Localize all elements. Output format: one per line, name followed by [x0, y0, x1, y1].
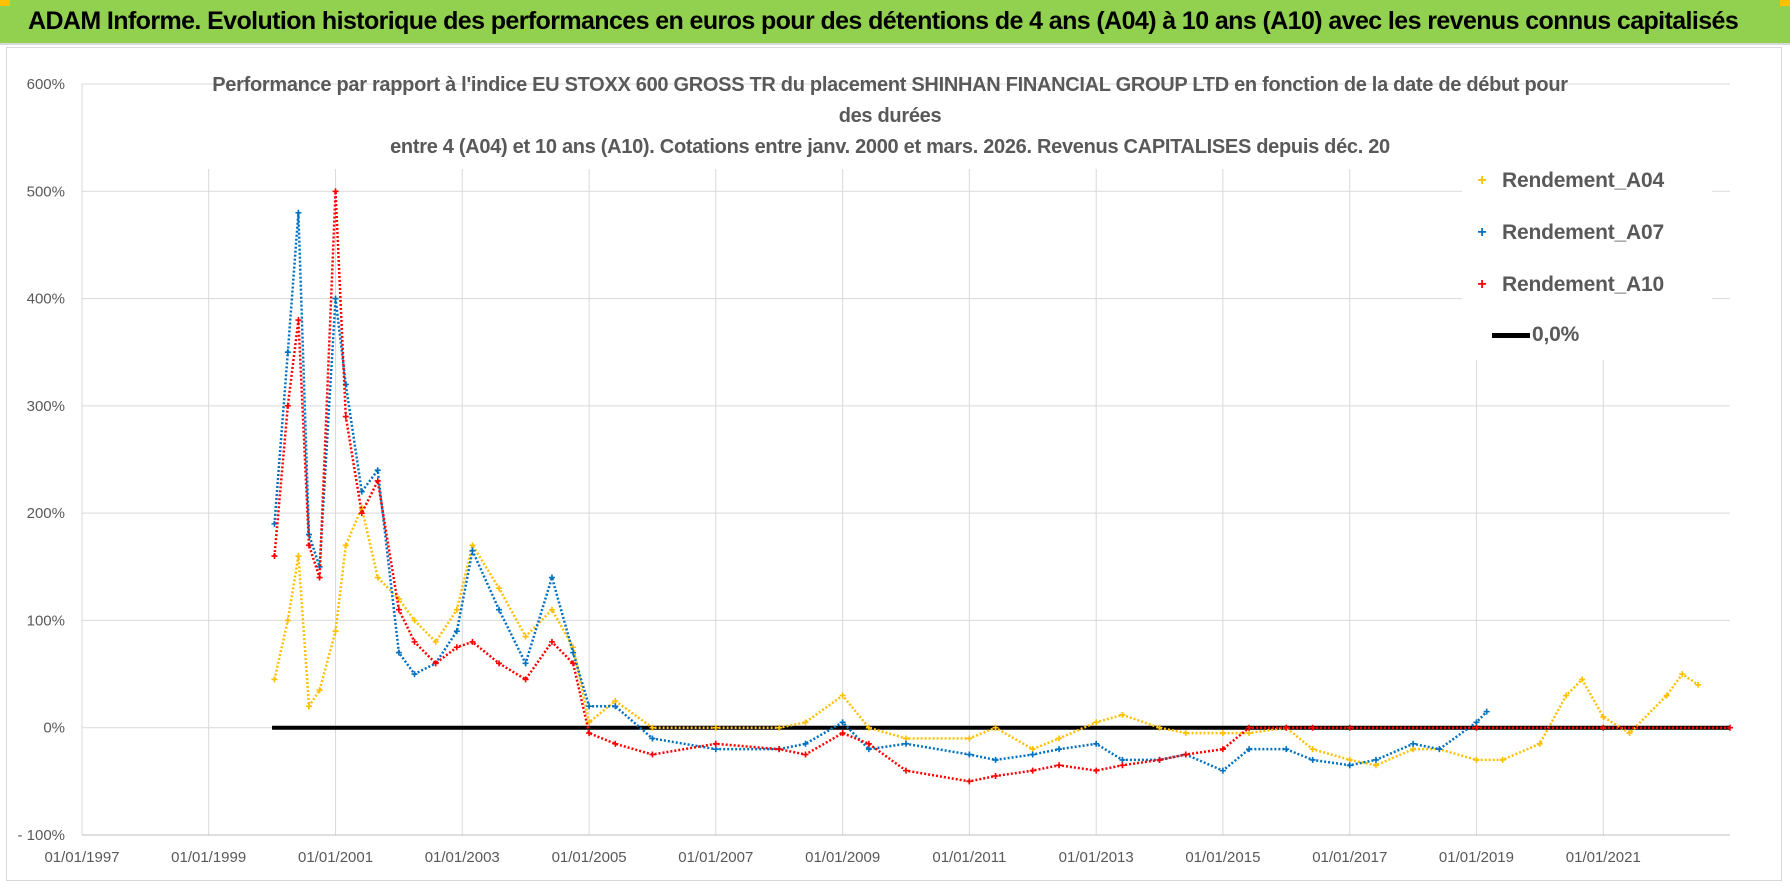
- y-tick-label: 0%: [43, 720, 65, 737]
- chart-title: Performance par rapport à l'indice EU ST…: [190, 70, 1590, 163]
- report-banner: ADAM Informe. Evolution historique des p…: [0, 0, 1790, 45]
- chart-legend: + Rendement_A04 + Rendement_A07 + Rendem…: [1462, 160, 1712, 360]
- series-rendement-a07: [271, 209, 1490, 774]
- y-tick-label: 200%: [27, 505, 65, 522]
- legend-marker-zero: [1492, 332, 1530, 338]
- chart-title-line-2: des durées: [838, 105, 942, 127]
- chart-frame: [6, 47, 1782, 881]
- legend-marker-a04: +: [1477, 172, 1487, 189]
- x-tick-label: 01/01/2009: [805, 849, 880, 866]
- legend-item-a10: + Rendement_A10: [1462, 270, 1664, 300]
- legend-label-a04: Rendement_A04: [1502, 169, 1664, 192]
- x-tick-label: 01/01/2003: [425, 849, 500, 866]
- y-tick-label: 100%: [27, 612, 65, 629]
- legend-label-zero: 0,0%: [1532, 323, 1580, 346]
- data-point: [432, 638, 439, 645]
- x-tick-label: 01/01/2007: [678, 849, 753, 866]
- y-tick-label: 300%: [27, 398, 65, 415]
- x-tick-label: 01/01/1997: [44, 849, 119, 866]
- legend-marker-a07: +: [1477, 224, 1487, 241]
- y-tick-label: 600%: [27, 76, 65, 93]
- chart-title-line-1: Performance par rapport à l'indice EU ST…: [212, 74, 1568, 96]
- report-title: ADAM Informe. Evolution historique des p…: [28, 7, 1739, 35]
- x-tick-label: 01/01/1999: [171, 849, 246, 866]
- data-point: [1695, 681, 1702, 688]
- banner-corner-right: [1780, 0, 1790, 6]
- legend-item-a04: + Rendement_A04: [1462, 166, 1664, 196]
- x-tick-label: 01/01/2021: [1566, 849, 1641, 866]
- x-tick-label: 01/01/2011: [932, 849, 1006, 866]
- legend-label-a10: Rendement_A10: [1502, 273, 1664, 296]
- data-point: [1483, 708, 1490, 715]
- legend-item-zero: 0,0%: [1492, 320, 1579, 350]
- x-tick-label: 01/01/2001: [298, 849, 373, 866]
- chart-title-line-3: entre 4 (A04) et 10 ans (A10). Cotations…: [390, 136, 1390, 158]
- series-trace: [273, 503, 1699, 767]
- banner-corner-left: [0, 0, 10, 6]
- legend-label-a07: Rendement_A07: [1502, 221, 1664, 244]
- x-tick-label: 01/01/2017: [1312, 849, 1387, 866]
- x-tick-label: 01/01/2015: [1185, 849, 1260, 866]
- series-rendement-a10: [271, 188, 1733, 785]
- y-tick-label: 400%: [27, 291, 65, 308]
- x-tick-label: 01/01/2005: [552, 849, 627, 866]
- x-tick-label: 01/01/2019: [1439, 849, 1514, 866]
- series-trace: [273, 212, 1488, 773]
- legend-marker-a10: +: [1477, 276, 1487, 293]
- x-tick-label: 01/01/2013: [1059, 849, 1134, 866]
- y-tick-label: 500%: [27, 183, 65, 200]
- series-rendement-a04: [271, 503, 1702, 769]
- y-tick-label: - 100%: [17, 827, 65, 844]
- legend-item-a07: + Rendement_A07: [1462, 218, 1664, 248]
